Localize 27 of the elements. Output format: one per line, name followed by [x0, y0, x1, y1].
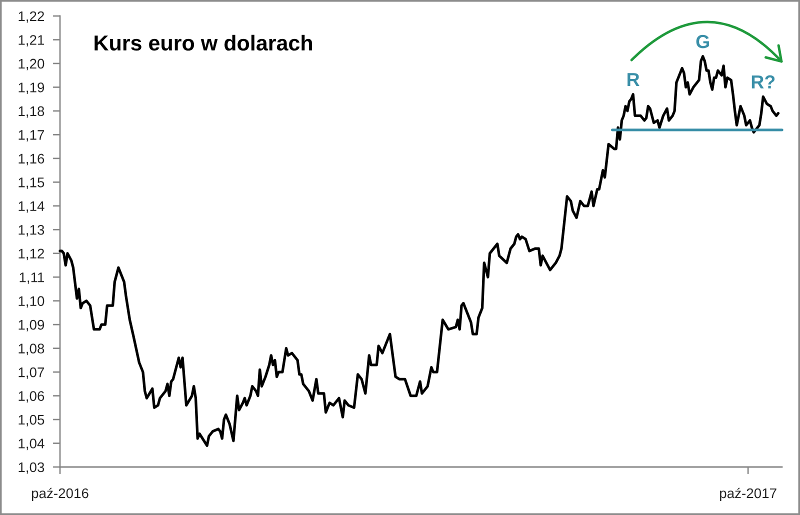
annotation: R [628, 73, 640, 86]
y-tick-label: 1,16 [18, 154, 44, 166]
text: Kurs euro w dolarach [94, 34, 312, 51]
y-tick-label: 1,20 [18, 58, 44, 70]
y-tick-label: 1,03 [18, 462, 44, 474]
annotation: G [696, 34, 709, 48]
y-tick-label: 1,22 [18, 11, 44, 23]
x-tick-label: paź-2016 [32, 488, 88, 501]
y-tick-label: 1,06 [18, 391, 44, 403]
y-tick-label: 1,15 [18, 178, 44, 189]
y-tick-label: 1,04 [18, 438, 44, 450]
y-tick-label: 1,11 [20, 272, 44, 284]
y-tick-label: 1,18 [18, 106, 44, 118]
line-series [58, 55, 780, 447]
y-tick-label: 1,17 [18, 130, 44, 142]
y-tick-label: 1,07 [18, 367, 44, 379]
y-tick-label: 1,08 [18, 344, 44, 356]
y-tick-label: 1,12 [18, 248, 44, 260]
y-tick-label: 1,10 [18, 296, 44, 308]
y-tick-label: 1,13 [18, 224, 44, 236]
annotation: R? [752, 75, 775, 88]
y-tick-label: 1,21 [18, 35, 44, 47]
y-tick-label: 1,19 [18, 82, 44, 94]
x-tick-label: paź-2017 [720, 488, 776, 501]
y-tick-label: 1,14 [18, 201, 44, 213]
y-tick-label: 1,05 [18, 414, 44, 426]
y-tick-label: 1,09 [18, 320, 44, 332]
